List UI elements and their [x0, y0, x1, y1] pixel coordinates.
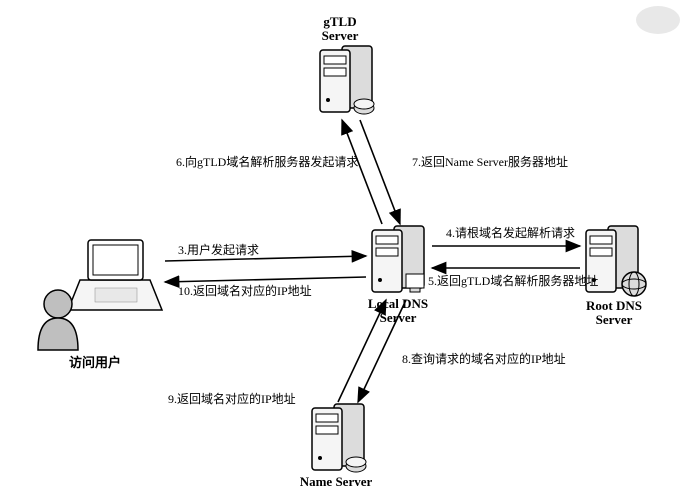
user-name: 访问用户 [60, 355, 130, 371]
edge-8-label: 8.查询请求的域名对应的IP地址 [402, 352, 566, 366]
edge-10-label: 10.返回域名对应的IP地址 [178, 284, 312, 298]
local-name-2: Server [358, 310, 438, 326]
edge-3-label: 3.用户发起请求 [178, 243, 259, 257]
edge-4-label: 4.请根域名发起解析请求 [446, 226, 575, 240]
local-dns-server-icon [372, 226, 424, 292]
root-name-2: Server [574, 312, 654, 328]
gtld-name-2: Server [300, 28, 380, 44]
user-node [38, 240, 162, 350]
edge-10 [165, 277, 366, 282]
edge-6 [342, 120, 382, 224]
ns-name: Name Server [296, 474, 376, 490]
name-server-icon [312, 404, 366, 472]
diagram-svg [0, 0, 689, 500]
edge-6-label: 6.向gTLD域名解析服务器发起请求 [176, 155, 358, 169]
edge-7-label: 7.返回Name Server服务器地址 [412, 155, 568, 169]
gtld-server-icon [320, 46, 374, 114]
dns-resolution-diagram: gTLD Server Local DNS Server Root DNS Se… [0, 0, 689, 500]
edge-9-label: 9.返回域名对应的IP地址 [168, 392, 296, 406]
edge-5-label: 5.返回gTLD域名解析服务器地址 [428, 274, 598, 288]
edge-7 [360, 120, 400, 224]
